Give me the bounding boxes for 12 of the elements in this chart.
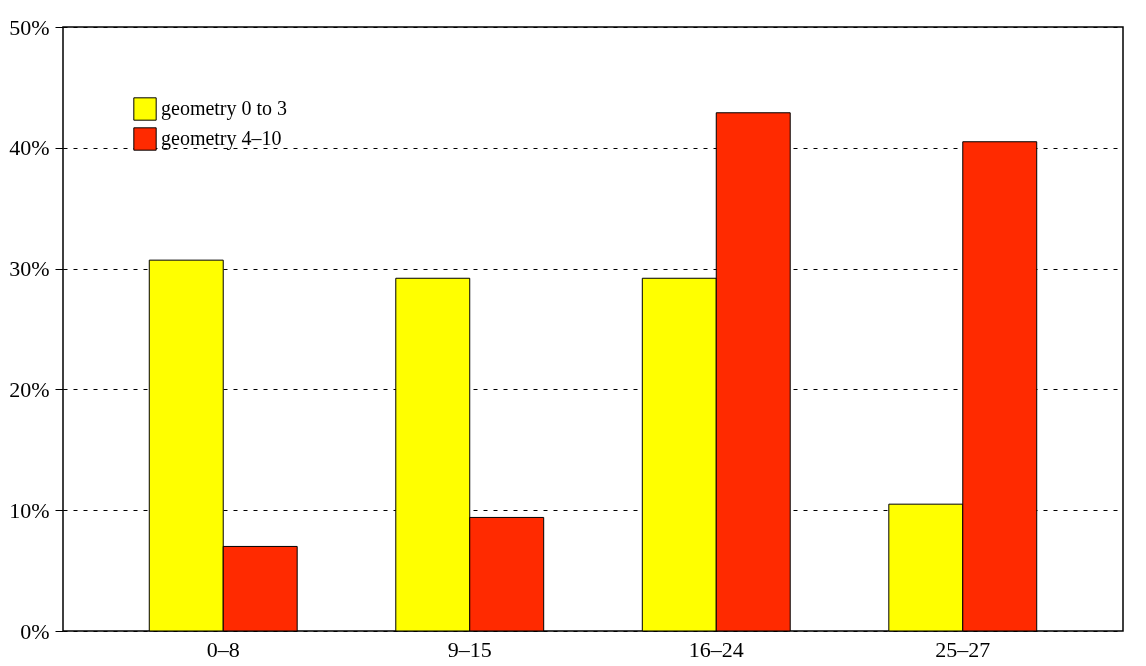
legend-label: geometry 0 to 3: [161, 97, 288, 120]
y-tick-label: 10%: [9, 497, 50, 523]
x-tick-label: 25–27: [935, 636, 991, 662]
x-tick-label: 16–24: [688, 636, 744, 662]
x-tick-label: 9–15: [447, 636, 492, 662]
x-tick-label: 0–8: [206, 636, 240, 662]
legend-label: geometry 4–10: [161, 127, 282, 150]
y-tick-label: 40%: [9, 135, 50, 161]
y-tick-label: 0%: [20, 618, 50, 644]
y-tick-label: 50%: [9, 14, 50, 40]
y-tick-label: 20%: [9, 376, 50, 402]
y-tick-label: 30%: [9, 256, 50, 282]
